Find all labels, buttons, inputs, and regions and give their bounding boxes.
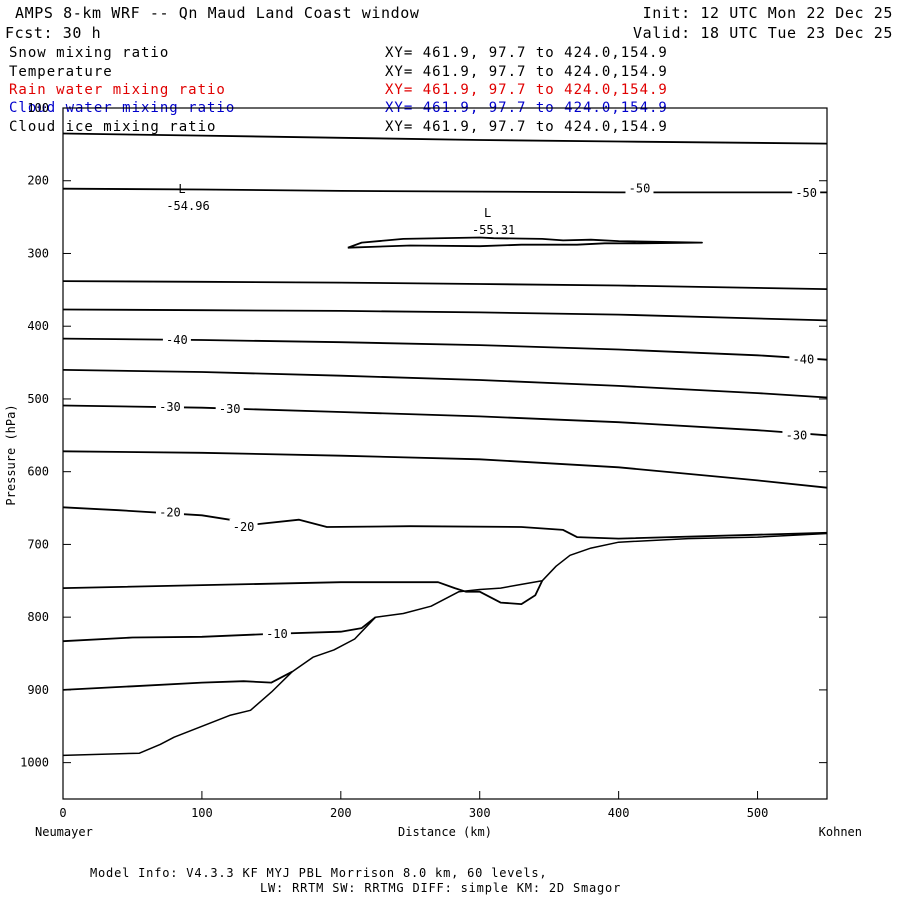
isotherm-line-6 (62, 369, 828, 399)
contour-label-bg (155, 398, 184, 414)
x-axis-label: Distance (km) (398, 825, 492, 839)
contour-label: -30 (159, 400, 181, 414)
chart-title: AMPS 8-km WRF -- Qn Maud Land Coast wind… (15, 4, 420, 22)
low-value: -55.31 (472, 223, 515, 237)
y-tick-label: 400 (27, 319, 49, 333)
contour-label: -50 (795, 186, 817, 200)
x-endpoint-left: Neumayer (35, 825, 93, 839)
y-tick-label: 200 (27, 174, 49, 188)
field-name-cloud-ice: Cloud ice mixing ratio (9, 119, 216, 135)
y-tick-label: 600 (27, 465, 49, 479)
contour-label: -30 (786, 428, 808, 442)
contour-label-bg (262, 625, 291, 641)
valid-time: Valid: 18 UTC Tue 23 Dec 25 (633, 24, 893, 42)
isotherm-line-0 (62, 132, 828, 145)
low-marker: L (178, 182, 185, 196)
x-tick-label: 0 (59, 806, 66, 820)
contour-label-bg (229, 518, 258, 534)
field-name-rain: Rain water mixing ratio (9, 82, 226, 98)
contour-label-bg (625, 180, 654, 196)
contour-label: -30 (219, 402, 241, 416)
forecast-hour: Fcst: 30 h (5, 24, 101, 42)
isotherm-line-12 (62, 670, 293, 691)
low-value: -54.96 (166, 199, 209, 213)
plot-frame (62, 107, 828, 800)
contour-label: -20 (159, 505, 181, 519)
x-endpoint-right: Kohnen (819, 825, 862, 839)
x-tick-label: 500 (747, 806, 769, 820)
contour-label: -20 (233, 520, 255, 534)
field-xy-rain: XY= 461.9, 97.7 to 424.0,154.9 (385, 82, 668, 98)
y-tick-label: 900 (27, 683, 49, 697)
contour-label-bg (215, 401, 244, 417)
x-tick-label: 400 (608, 806, 630, 820)
contour-label-bg (155, 504, 184, 520)
contour-labels: -50 -50 -40 -40 -30 -30 -30 -20 -20 -10 L -54.96 L -5… (155, 180, 821, 641)
y-tick-label: 300 (27, 246, 49, 260)
init-time: Init: 12 UTC Mon 22 Dec 25 (643, 4, 893, 22)
contour-label-bg (789, 351, 818, 367)
isotherm-line-11 (62, 616, 377, 643)
y-tick-label: 500 (27, 392, 49, 406)
field-name-snow: Snow mixing ratio (9, 45, 169, 61)
contour-label-bg (792, 185, 821, 201)
contour-label: -40 (793, 353, 815, 367)
y-tick-label: 1000 (20, 756, 49, 770)
y-axis-label: Pressure (hPa) (4, 404, 18, 505)
x-tick-label: 300 (469, 806, 491, 820)
terrain-profile (62, 532, 828, 757)
x-tick-label: 200 (330, 806, 352, 820)
contour-label: -40 (166, 333, 188, 347)
contour-label-bg (162, 332, 191, 348)
isotherm-line-9 (62, 506, 828, 540)
model-info-line1: Model Info: V4.3.3 KF MYJ PBL Morrison 8… (90, 866, 547, 880)
y-tick-label: 700 (27, 537, 49, 551)
isotherm-line-2 (347, 236, 703, 249)
contour-label-bg (782, 427, 811, 443)
isotherm-line-7 (62, 404, 828, 437)
low-marker: L (484, 206, 491, 220)
isotherm-line-3 (62, 280, 828, 290)
y-tick-label: 100 (27, 101, 49, 115)
isotherm-line-5 (62, 337, 828, 361)
field-xy-temperature: XY= 461.9, 97.7 to 424.0,154.9 (385, 64, 668, 80)
contour-label: -10 (266, 627, 288, 641)
y-axis: 100 200 300 400 500 600 700 800 900 1000 (20, 101, 827, 770)
contour-label: -50 (629, 182, 651, 196)
isotherm-line-10 (62, 580, 544, 605)
y-tick-label: 800 (27, 610, 49, 624)
isotherm-line-8 (62, 450, 828, 489)
field-xy-snow: XY= 461.9, 97.7 to 424.0,154.9 (385, 45, 668, 61)
terrain-line (62, 532, 828, 757)
x-tick-label: 100 (191, 806, 213, 820)
field-xy-cloud-ice: XY= 461.9, 97.7 to 424.0,154.9 (385, 119, 668, 135)
model-info-line2: LW: RRTM SW: RRTMG DIFF: simple KM: 2D S… (260, 881, 621, 895)
isotherm-line-4 (62, 308, 828, 322)
field-name-temperature: Temperature (9, 64, 113, 80)
field-legend: Snow mixing ratio XY= 461.9, 97.7 to 424… (9, 45, 668, 135)
x-axis: 0 100 200 300 400 500 (59, 791, 768, 820)
